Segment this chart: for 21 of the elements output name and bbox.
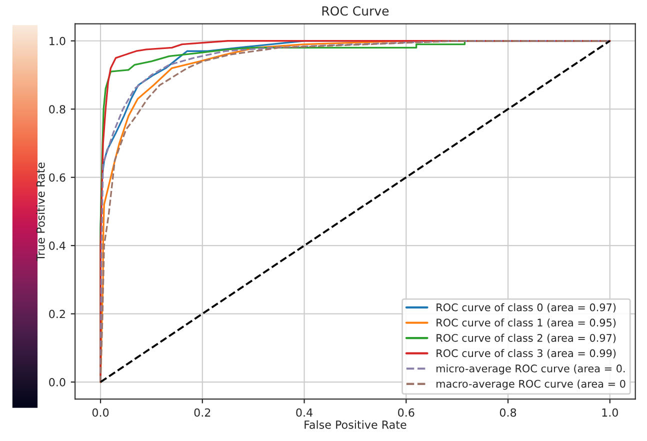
y-tick-label: 0.4 xyxy=(49,242,66,250)
y-tick-label: 1.0 xyxy=(50,36,66,46)
legend-label: ROC curve of class 0 (area = 0.97) xyxy=(436,303,616,312)
y-tick-label: 0.6 xyxy=(49,173,66,182)
x-axis-title: False Positive Rate xyxy=(304,420,406,429)
x-tick-label: 0.4 xyxy=(296,408,312,417)
y-tick-label: 0.8 xyxy=(49,105,66,114)
x-tick-label: 0.8 xyxy=(500,408,516,417)
legend-label: ROC curve of class 3 (area = 0.99) xyxy=(436,349,616,358)
x-tick-label: 0.0 xyxy=(92,408,109,417)
chart-title: ROC Curve xyxy=(322,6,389,16)
legend-label: micro-average ROC curve (area = 0. xyxy=(436,364,625,374)
legend-label: macro-average ROC curve (area = 0 xyxy=(436,380,626,390)
y-tick-label: 0.2 xyxy=(49,310,65,318)
legend-label: ROC curve of class 2 (area = 0.97) xyxy=(436,334,616,344)
legend-label: ROC curve of class 1 (area = 0.95) xyxy=(436,318,616,328)
y-tick-label: 0.0 xyxy=(49,378,66,386)
y-axis-title: True Positive Rate xyxy=(36,162,45,261)
x-tick-label: 0.6 xyxy=(398,408,414,417)
x-tick-label: 0.2 xyxy=(194,408,210,417)
x-tick-label: 1.0 xyxy=(602,408,618,417)
